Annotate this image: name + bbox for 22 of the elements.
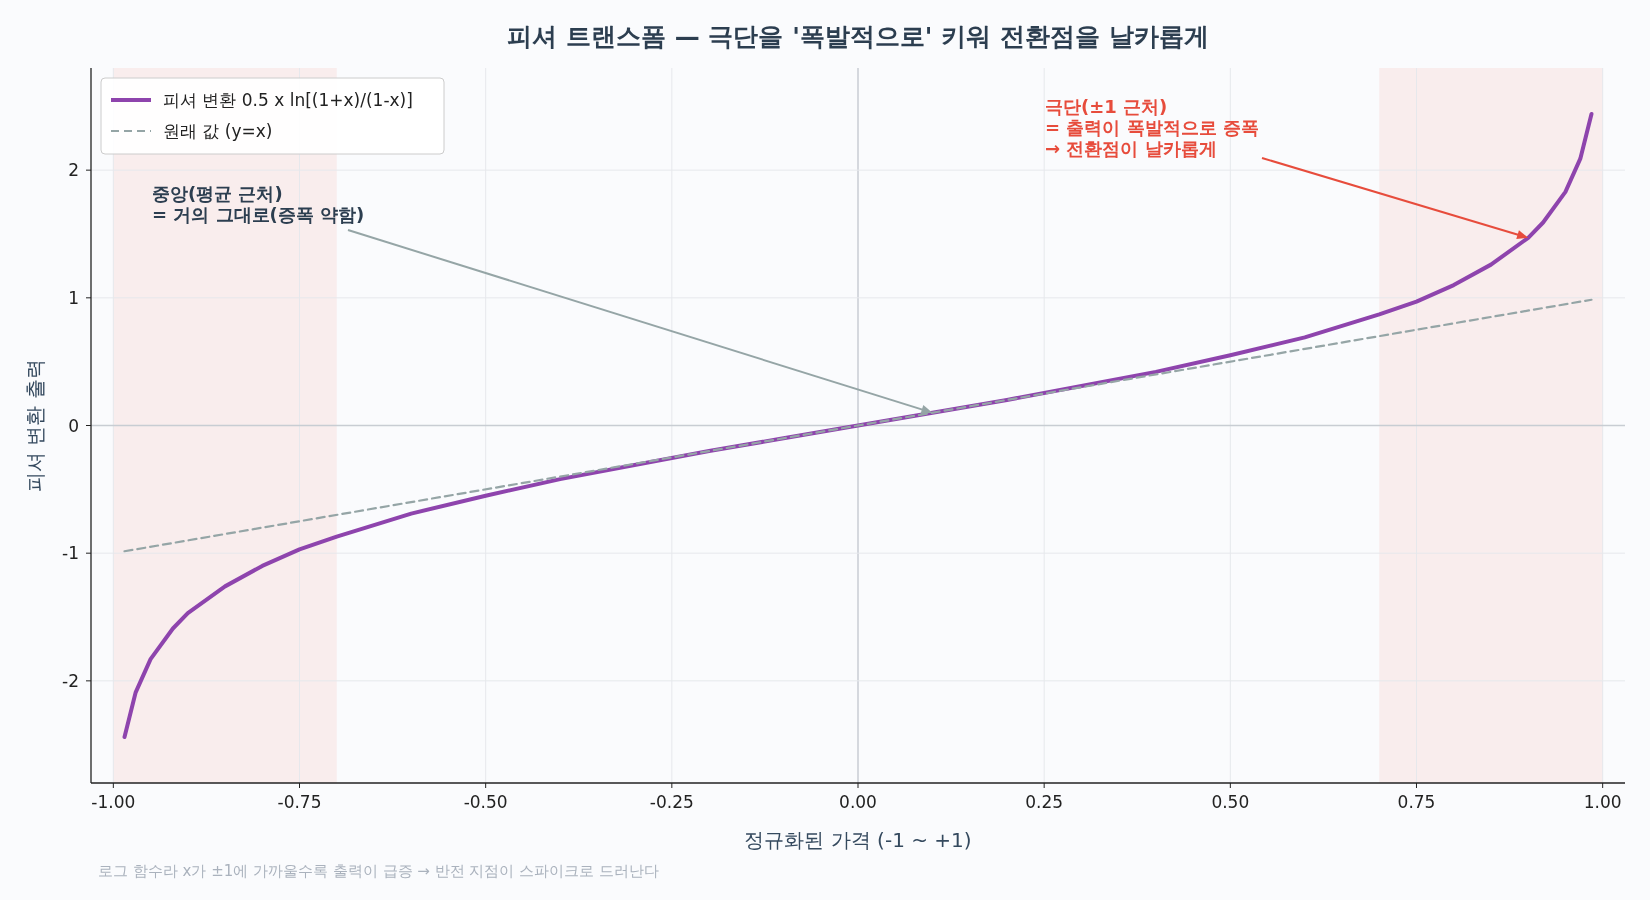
x-tick-label: 0.50 (1211, 792, 1250, 812)
annotation: 극단(±1 근처) = 출력이 폭발적으로 증폭 → 전환점이 날카롭게 (1045, 96, 1259, 159)
y-tick-label: 2 (68, 160, 79, 181)
y-tick-label: -2 (62, 670, 79, 691)
x-tick-label: -1.00 (91, 792, 136, 812)
text: 로그 함수라 x가 ±1에 가까울수록 출력이 급증 → 반전 지점이 스파이크로 드러난다 (98, 862, 660, 880)
y-tick-label: 1 (68, 287, 79, 308)
x-axis-title: 정규화된 가격 (-1 ~ +1) (744, 828, 972, 852)
x-tick-label: -0.50 (463, 792, 508, 812)
y-tick-label: 0 (68, 415, 79, 436)
x-tick-label: -0.75 (277, 792, 322, 812)
x-tick-label: 0.75 (1397, 792, 1436, 812)
x-tick-label: -0.25 (649, 792, 694, 812)
x-tick-label: 0.00 (839, 792, 877, 812)
annotation: 중앙(평균 근처) = 거의 그대로(증폭 약함) (152, 183, 365, 225)
legend-label: 원래 값 (y=x) (163, 121, 273, 141)
y-axis-title: 피셔 변환 출력 (23, 359, 47, 492)
x-tick-label: 1.00 (1583, 792, 1622, 812)
x-tick-label: 0.25 (1025, 792, 1064, 812)
y-tick-label: -1 (62, 543, 79, 564)
legend-label: 피셔 변환 0.5 x ln[(1+x)/(1-x)] (163, 90, 413, 110)
chart-title: 피셔 트랜스폼 — 극단을 '폭발적으로' 키워 전환점을 날카롭게 (507, 22, 1209, 51)
